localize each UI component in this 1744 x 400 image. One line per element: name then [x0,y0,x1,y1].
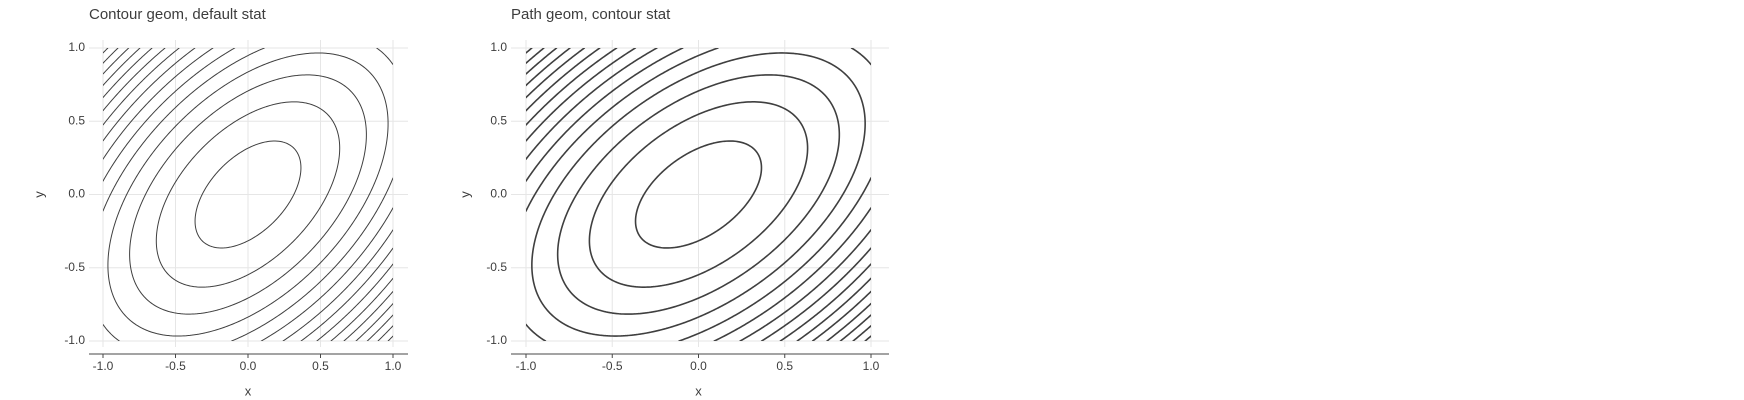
contour-lines [526,48,871,341]
contour-level-line [634,140,763,249]
contour-level-line [103,48,393,341]
y-axis-title: y [31,191,46,198]
contour-level-line [526,48,871,341]
contour-level-line [526,48,871,341]
contour-level-line [103,48,393,341]
contour-level-line [107,52,389,337]
y-tick-label: 0.5 [68,113,85,127]
contour-level-line [103,48,393,341]
y-tick-label: -1.0 [486,333,507,347]
contour-level-line [526,48,871,341]
contour-level-line [194,140,302,249]
y-tick-label: -0.5 [64,260,85,274]
contour-level-line [526,48,871,341]
y-tick-label: 1.0 [68,40,85,54]
x-tick-label: 1.0 [385,359,402,373]
x-axis-title: x [695,383,702,398]
contour-level-line [103,48,393,341]
contour-level-line [155,101,341,288]
y-axis-title: y [457,191,472,198]
x-tick-label: -1.0 [516,359,537,373]
contour-level-line [526,48,871,341]
x-axis-title: x [245,383,252,398]
contour-level-line [526,48,871,341]
contour-level-line [103,48,393,341]
x-tick-label: 0.5 [312,359,329,373]
contour-level-line [588,101,809,288]
contour-level-line [526,48,871,341]
contour-level-line [103,48,393,341]
chart-title: Contour geom, default stat [89,6,267,23]
contour-level-line [556,74,841,315]
x-tick-label: -0.5 [602,359,623,373]
y-tick-label: 0.5 [490,113,507,127]
contour-level-line [526,48,871,341]
x-tick-label: 1.0 [863,359,880,373]
y-tick-label: -0.5 [486,260,507,274]
contour-level-line [531,52,866,337]
chart-title: Path geom, contour stat [511,6,671,23]
y-tick-label: 1.0 [490,40,507,54]
contour-level-line [103,48,393,341]
x-tick-label: 0.5 [776,359,793,373]
contour-geom-panel: Contour geom, default stat -1.0 -0.5 0.0 0.5… [31,6,408,398]
x-tick-label: -0.5 [165,359,186,373]
contour-level-line [103,48,393,341]
contour-level-line [103,48,393,341]
contour-lines [103,48,393,341]
path-geom-panel: Path geom, contour stat -1.0 -0.5 0.0 0.5 1.0… [457,6,889,398]
y-tick-label: 0.0 [68,187,85,201]
contour-level-line [129,74,367,315]
x-tick-label: -1.0 [93,359,114,373]
contour-level-line [526,48,871,341]
contour-level-line [103,48,393,341]
y-tick-label: 0.0 [490,187,507,201]
contour-level-line [526,48,871,341]
x-tick-label: 0.0 [690,359,707,373]
contour-level-line [103,48,393,341]
contour-level-line [526,48,871,341]
y-tick-label: -1.0 [64,333,85,347]
x-tick-label: 0.0 [240,359,257,373]
